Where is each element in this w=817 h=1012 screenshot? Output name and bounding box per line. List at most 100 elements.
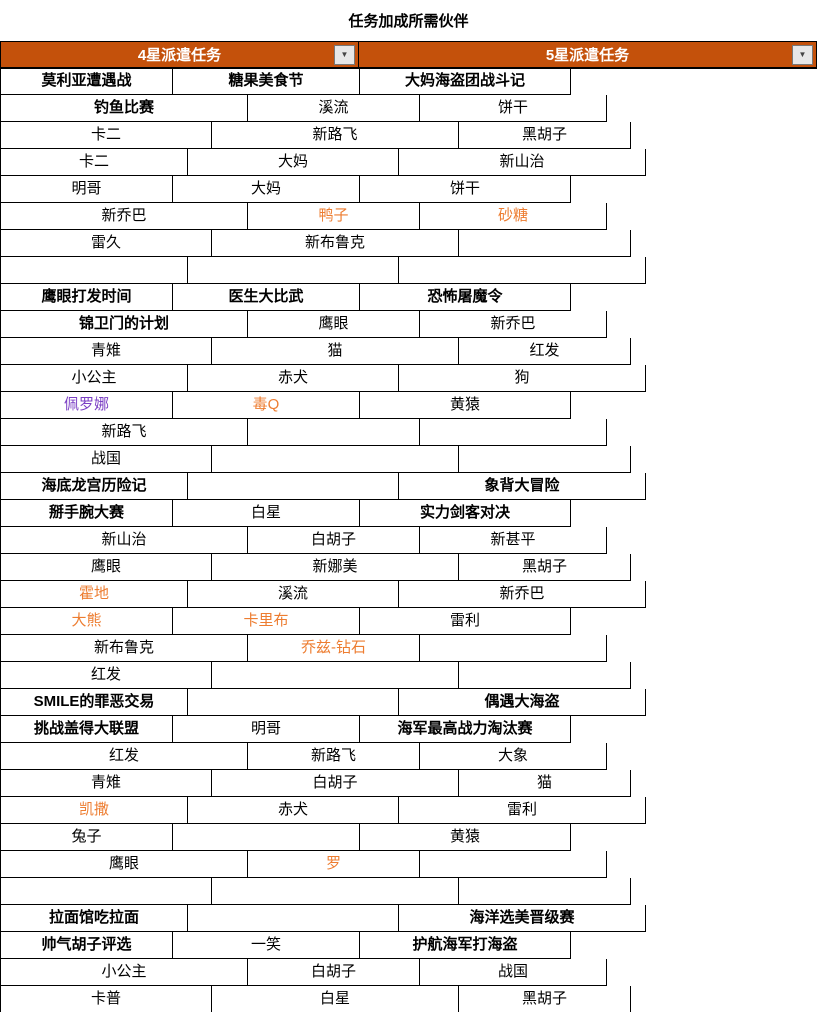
mission-title-cell[interactable]: 帅气胡子评选 (1, 932, 173, 959)
partner-cell[interactable]: 卡普 (1, 986, 212, 1012)
mission-title-cell[interactable]: 拉面馆吃拉面 (1, 905, 188, 932)
partner-cell[interactable]: 鹰眼 (1, 554, 212, 581)
partner-cell[interactable]: 战国 (420, 959, 607, 986)
partner-cell[interactable]: 战国 (1, 446, 212, 473)
partner-cell[interactable]: 新乔巴 (1, 203, 248, 230)
mission-title-cell[interactable]: 海底龙宫历险记 (1, 473, 188, 500)
partner-cell[interactable]: 赤犬 (188, 365, 399, 392)
partner-cell[interactable]: 饼干 (360, 176, 571, 203)
partner-cell[interactable]: 新布鲁克 (212, 230, 459, 257)
partner-cell[interactable]: 凯撒 (1, 797, 188, 824)
partner-cell[interactable]: 黑胡子 (459, 986, 631, 1012)
partner-cell[interactable]: 雷久 (1, 230, 212, 257)
partner-cell[interactable]: 新山治 (399, 149, 646, 176)
partner-cell[interactable]: 佩罗娜 (1, 392, 173, 419)
partner-cell[interactable]: 雷利 (399, 797, 646, 824)
partner-cell[interactable]: 新乔巴 (399, 581, 646, 608)
partner-cell[interactable]: 卡二 (1, 149, 188, 176)
partner-cell[interactable]: 鹰眼 (248, 311, 420, 338)
partner-cell[interactable]: 新路飞 (1, 419, 248, 446)
mission-title-cell[interactable]: 护航海军打海盗 (360, 932, 571, 959)
partner-cell[interactable]: 青雉 (1, 338, 212, 365)
partner-cell[interactable]: 新乔巴 (420, 311, 607, 338)
partner-cell[interactable]: 兔子 (1, 824, 173, 851)
partner-cell[interactable]: 砂糖 (420, 203, 607, 230)
partner-cell[interactable]: 雷利 (360, 608, 571, 635)
filter-5star-header[interactable]: 5星派遣任务 ▼ (359, 42, 817, 69)
partner-cell[interactable]: 猫 (212, 338, 459, 365)
mission-title-cell[interactable]: 海洋选美晋级赛 (399, 905, 646, 932)
partner-cell[interactable]: 赤犬 (188, 797, 399, 824)
partner-cell[interactable]: 明哥 (1, 176, 173, 203)
empty-cell[interactable] (188, 257, 399, 284)
mission-title-cell[interactable]: 实力剑客对决 (360, 500, 571, 527)
partner-cell[interactable]: 白星 (173, 500, 360, 527)
partner-cell[interactable]: 红发 (1, 743, 248, 770)
empty-cell[interactable] (1, 878, 212, 905)
partner-cell[interactable]: 大象 (420, 743, 607, 770)
partner-cell[interactable]: 卡二 (1, 122, 212, 149)
partner-cell[interactable]: 白胡子 (248, 527, 420, 554)
partner-cell[interactable]: 大熊 (1, 608, 173, 635)
partner-cell[interactable]: 小公主 (1, 959, 248, 986)
partner-cell[interactable]: 红发 (1, 662, 212, 689)
partner-cell[interactable]: 毒Q (173, 392, 360, 419)
mission-title-cell[interactable]: 大妈海盗团战斗记 (360, 68, 571, 95)
filter-4star-dropdown-button[interactable]: ▼ (334, 44, 355, 65)
partner-cell[interactable]: 鸭子 (248, 203, 420, 230)
empty-cell[interactable] (188, 473, 399, 500)
partner-cell[interactable]: 罗 (248, 851, 420, 878)
partner-cell[interactable]: 青雉 (1, 770, 212, 797)
mission-title-cell[interactable]: 糖果美食节 (173, 68, 360, 95)
empty-cell[interactable] (399, 257, 646, 284)
empty-cell[interactable] (212, 446, 459, 473)
empty-cell[interactable] (420, 419, 607, 446)
partner-cell[interactable]: 饼干 (420, 95, 607, 122)
partner-cell[interactable]: 白胡子 (212, 770, 459, 797)
mission-title-cell[interactable]: 挑战盖得大联盟 (1, 716, 173, 743)
partner-cell[interactable]: 新布鲁克 (1, 635, 248, 662)
mission-title-cell[interactable]: 莫利亚遭遇战 (1, 68, 173, 95)
mission-title-cell[interactable]: 恐怖屠魔令 (360, 284, 571, 311)
partner-cell[interactable]: 新山治 (1, 527, 248, 554)
partner-cell[interactable]: 霍地 (1, 581, 188, 608)
empty-cell[interactable] (459, 446, 631, 473)
partner-cell[interactable]: 白胡子 (248, 959, 420, 986)
empty-cell[interactable] (212, 878, 459, 905)
partner-cell[interactable]: 猫 (459, 770, 631, 797)
empty-cell[interactable] (420, 851, 607, 878)
empty-cell[interactable] (459, 662, 631, 689)
partner-cell[interactable]: 新甚平 (420, 527, 607, 554)
partner-cell[interactable]: 乔兹-钻石 (248, 635, 420, 662)
empty-cell[interactable] (420, 635, 607, 662)
empty-cell[interactable] (188, 905, 399, 932)
partner-cell[interactable]: 新路飞 (212, 122, 459, 149)
partner-cell[interactable]: 卡里布 (173, 608, 360, 635)
empty-cell[interactable] (459, 230, 631, 257)
partner-cell[interactable]: 一笑 (173, 932, 360, 959)
empty-cell[interactable] (212, 662, 459, 689)
partner-cell[interactable]: 鹰眼 (1, 851, 248, 878)
mission-title-cell[interactable]: 鹰眼打发时间 (1, 284, 173, 311)
filter-4star-header[interactable]: 4星派遣任务 ▼ (0, 42, 359, 69)
mission-title-cell[interactable]: 医生大比武 (173, 284, 360, 311)
partner-cell[interactable]: 黄猿 (360, 824, 571, 851)
mission-title-cell[interactable]: 象背大冒险 (399, 473, 646, 500)
partner-cell[interactable]: 黑胡子 (459, 122, 631, 149)
mission-title-cell[interactable]: 掰手腕大赛 (1, 500, 173, 527)
partner-cell[interactable]: 小公主 (1, 365, 188, 392)
partner-cell[interactable]: 溪流 (248, 95, 420, 122)
empty-cell[interactable] (173, 824, 360, 851)
mission-title-cell[interactable]: SMILE的罪恶交易 (1, 689, 188, 716)
partner-cell[interactable]: 黄猿 (360, 392, 571, 419)
partner-cell[interactable]: 白星 (212, 986, 459, 1012)
partner-cell[interactable]: 溪流 (188, 581, 399, 608)
partner-cell[interactable]: 红发 (459, 338, 631, 365)
filter-5star-dropdown-button[interactable]: ▼ (792, 44, 813, 65)
partner-cell[interactable]: 黑胡子 (459, 554, 631, 581)
mission-title-cell[interactable]: 锦卫门的计划 (1, 311, 248, 338)
empty-cell[interactable] (248, 419, 420, 446)
mission-title-cell[interactable]: 钓鱼比赛 (1, 95, 248, 122)
partner-cell[interactable]: 明哥 (173, 716, 360, 743)
empty-cell[interactable] (188, 689, 399, 716)
